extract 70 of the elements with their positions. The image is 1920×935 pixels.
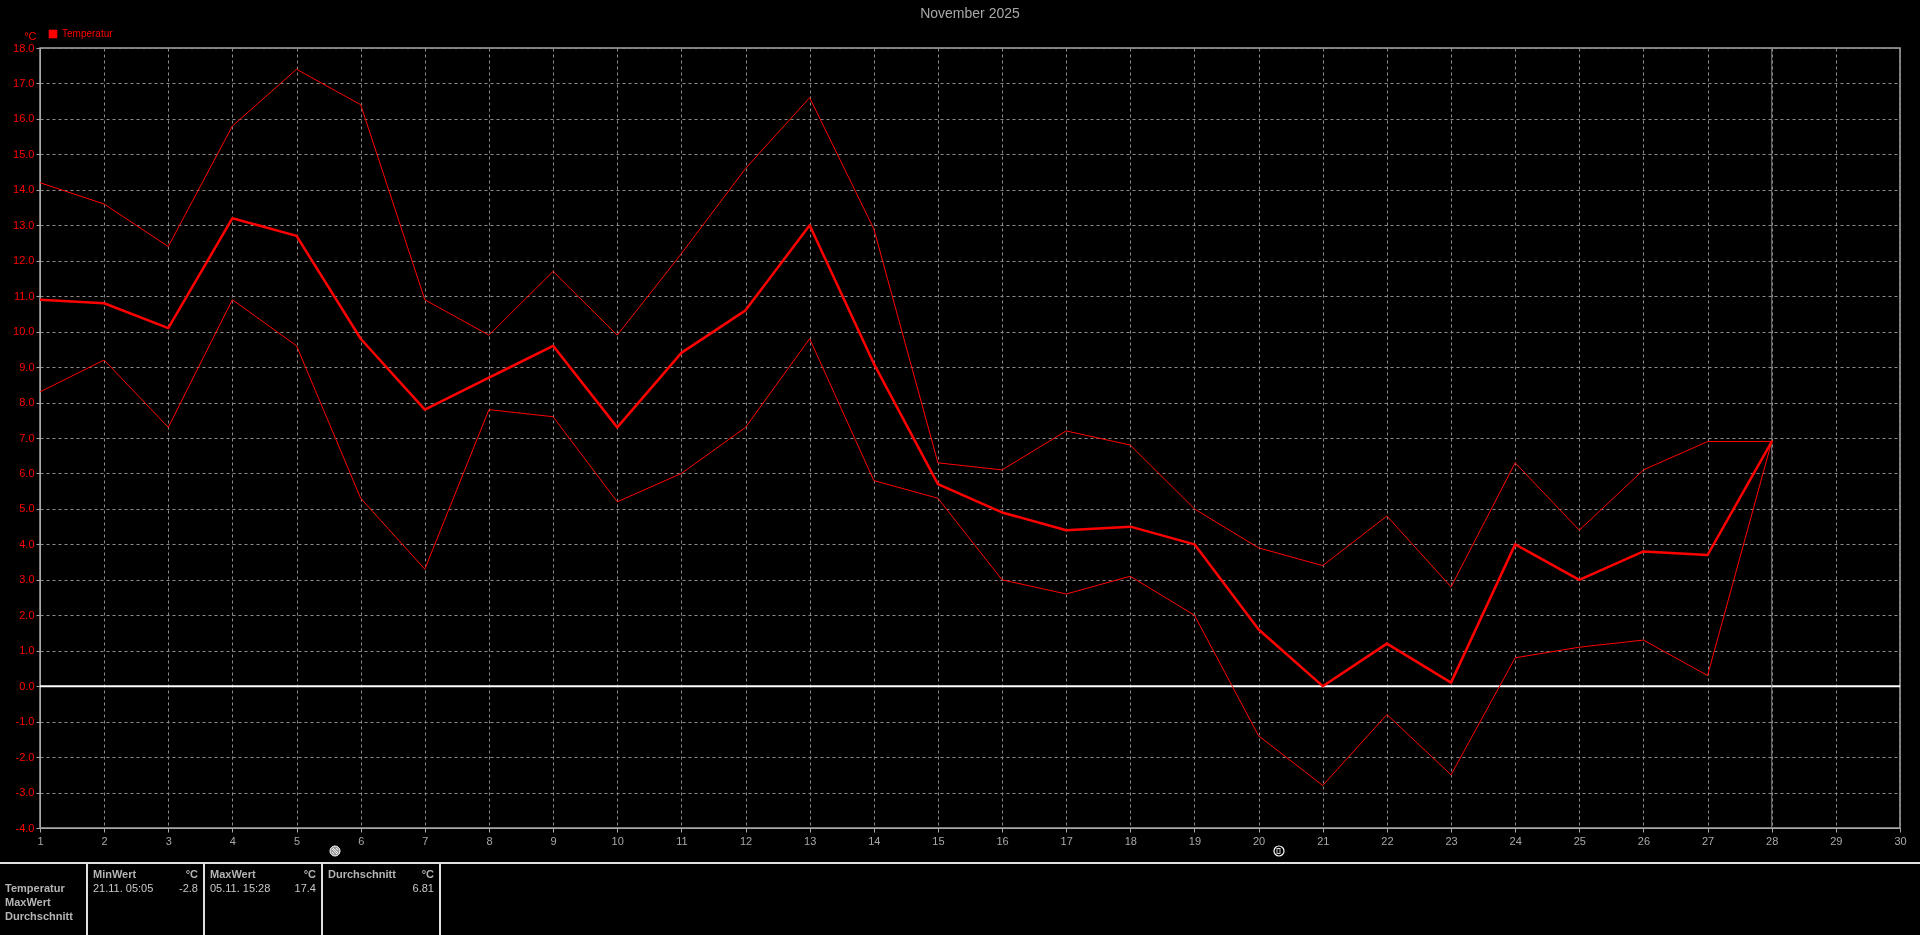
y-tick-label: 11.0 [13,289,35,302]
chart-title: November 2025 [920,5,1021,21]
text: MaxWert [5,895,51,909]
x-tick-label: 19 [1188,834,1202,847]
y-tick-label: 15.0 [13,147,35,160]
y-tick-label: -1.0 [15,715,35,728]
x-tick-label: 18 [1124,834,1137,847]
y-tick-label: 9.0 [19,360,35,373]
y-tick-label: 4.0 [19,537,35,550]
text: MinWert [93,867,137,881]
y-tick-label: 1.0 [19,644,35,657]
x-tick-label: 25 [1573,834,1586,847]
text: -2.8 [179,881,198,895]
y-tick-label: 5.0 [19,502,35,515]
y-tick-label: 14.0 [13,183,35,196]
x-tick-label: 6 [358,834,365,847]
x-tick-label: 4 [229,834,236,847]
x-tick-label: 7 [422,834,429,847]
x-tick-label: 15 [932,834,945,847]
y-tick-label: 7.0 [19,431,35,444]
x-tick-label: 27 [1701,834,1715,847]
x-tick-label: 3 [165,834,172,847]
text: 17.4 [294,881,316,895]
y-tick-label: 6.0 [19,466,35,479]
text: Durchschnitt [328,867,396,881]
y-tick-label: -4.0 [15,821,35,834]
text: MaxWert [210,867,256,881]
text: 05.11. 15:28 [210,881,271,895]
x-tick-label: 21 [1317,834,1330,847]
y-tick-label: 8.0 [19,396,35,409]
text: Durchschnitt [5,909,73,923]
legend-label: Temperatur [62,28,114,39]
text: 6.81 [412,881,434,895]
x-tick-label: 30 [1894,834,1907,847]
x-tick-label: 24 [1509,834,1522,847]
x-tick-label: 8 [486,834,493,847]
y-tick-label: -3.0 [15,786,35,799]
x-tick-label: 16 [996,834,1009,847]
y-tick-label: 12.0 [13,254,35,267]
x-tick-label: 23 [1445,834,1458,847]
x-tick-label: 11 [676,834,688,847]
x-tick-label: 26 [1637,834,1651,847]
text: Temperatur [5,881,65,895]
x-tick-label: 17 [1060,834,1073,847]
x-tick-label: 20 [1253,834,1266,847]
x-tick-label: 14 [868,834,881,847]
y-tick-label: 3.0 [19,573,35,586]
y-tick-label: -2.0 [15,750,35,763]
text: °C [421,867,434,881]
y-tick-label: 13.0 [13,218,35,231]
text: 21.11. 05:05 [93,881,154,895]
y-tick-label: 18.0 [13,41,35,54]
x-tick-label: 1 [37,834,44,847]
y-tick-label: 16.0 [13,112,35,125]
y-axis-title: °C [24,29,37,42]
x-tick-label: 13 [804,834,817,847]
x-tick-label: 29 [1830,834,1843,847]
x-tick-label: 10 [611,834,624,847]
x-tick-label: 28 [1766,834,1779,847]
y-tick-label: 10.0 [13,325,35,338]
y-tick-label: 2.0 [19,608,35,621]
x-tick-label: 9 [550,834,557,847]
text: °C [303,867,316,881]
y-tick-label: 0.0 [19,679,35,692]
text: °C [185,867,198,881]
x-tick-label: 22 [1381,834,1394,847]
x-tick-label: 12 [739,834,753,847]
x-tick-label: 5 [293,834,301,847]
y-tick-label: 17.0 [13,76,35,89]
x-tick-label: 2 [101,834,108,847]
